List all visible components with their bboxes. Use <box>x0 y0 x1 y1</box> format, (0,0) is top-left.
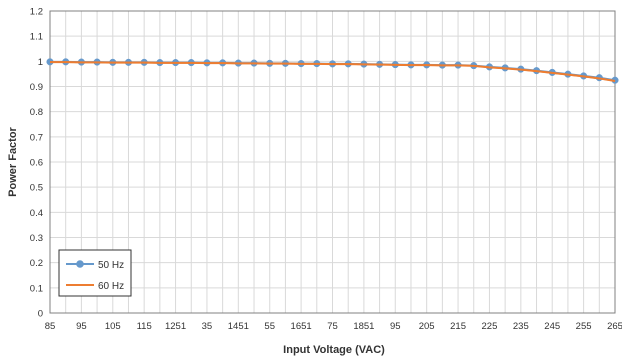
x-axis: 85 95 105 115 1251 35 1451 55 1651 75 1851 95 205 215… <box>45 321 622 332</box>
x-tick-label: 255 <box>576 321 592 332</box>
x-tick-label: 205 <box>419 321 435 332</box>
legend-label-50hz: 50 Hz <box>98 260 124 271</box>
legend: 50 Hz 60 Hz <box>58 249 132 297</box>
series-layer <box>46 58 619 84</box>
y-tick-label: 0 <box>38 309 43 320</box>
y-tick-label: 1.1 <box>30 32 43 43</box>
y-tick-label: 0.8 <box>30 107 43 118</box>
y-tick-label: 1.2 <box>30 7 43 18</box>
x-tick-label: 265 <box>607 321 622 332</box>
series-line-60hz-overlay <box>50 61 616 82</box>
y-tick-label: 0.7 <box>30 132 43 143</box>
x-tick-label: 95 <box>390 321 401 332</box>
y-tick-label: 0.3 <box>30 233 43 244</box>
x-tick-label: 1651 <box>291 321 312 332</box>
x-tick-label: 95 <box>76 321 87 332</box>
y-tick-label: 0.6 <box>30 158 43 169</box>
x-tick-label: 105 <box>105 321 121 332</box>
x-tick-label: 1251 <box>165 321 186 332</box>
grid <box>50 11 615 313</box>
y-tick-label: 0.1 <box>30 283 43 294</box>
x-tick-label: 75 <box>327 321 338 332</box>
x-tick-label: 115 <box>137 321 152 332</box>
x-axis-title: Input Voltage (VAC) <box>283 344 385 356</box>
legend-box <box>58 249 132 297</box>
y-axis-title: Power Factor <box>7 126 19 196</box>
x-tick-label: 1851 <box>353 321 374 332</box>
y-tick-label: 1 <box>38 57 43 68</box>
y-tick-label: 0.2 <box>30 258 43 269</box>
x-tick-label: 215 <box>450 321 466 332</box>
y-axis: 0 0.1 0.2 0.3 0.4 0.5 0.6 0.7 0.8 0.9 1 1.1 1.2 <box>30 7 43 320</box>
x-tick-label: 245 <box>544 321 560 332</box>
x-tick-label: 225 <box>482 321 498 332</box>
x-tick-label: 35 <box>202 321 213 332</box>
x-tick-label: 235 <box>513 321 529 332</box>
y-tick-label: 0.4 <box>30 208 43 219</box>
legend-marker-50hz <box>76 260 84 268</box>
legend-label-60hz: 60 Hz <box>98 281 124 292</box>
x-tick-label: 1451 <box>228 321 249 332</box>
x-tick-label: 85 <box>45 321 56 332</box>
y-tick-label: 0.5 <box>30 183 43 194</box>
x-tick-label: 55 <box>264 321 275 332</box>
y-tick-label: 0.9 <box>30 82 43 93</box>
plot-frame <box>49 10 616 314</box>
